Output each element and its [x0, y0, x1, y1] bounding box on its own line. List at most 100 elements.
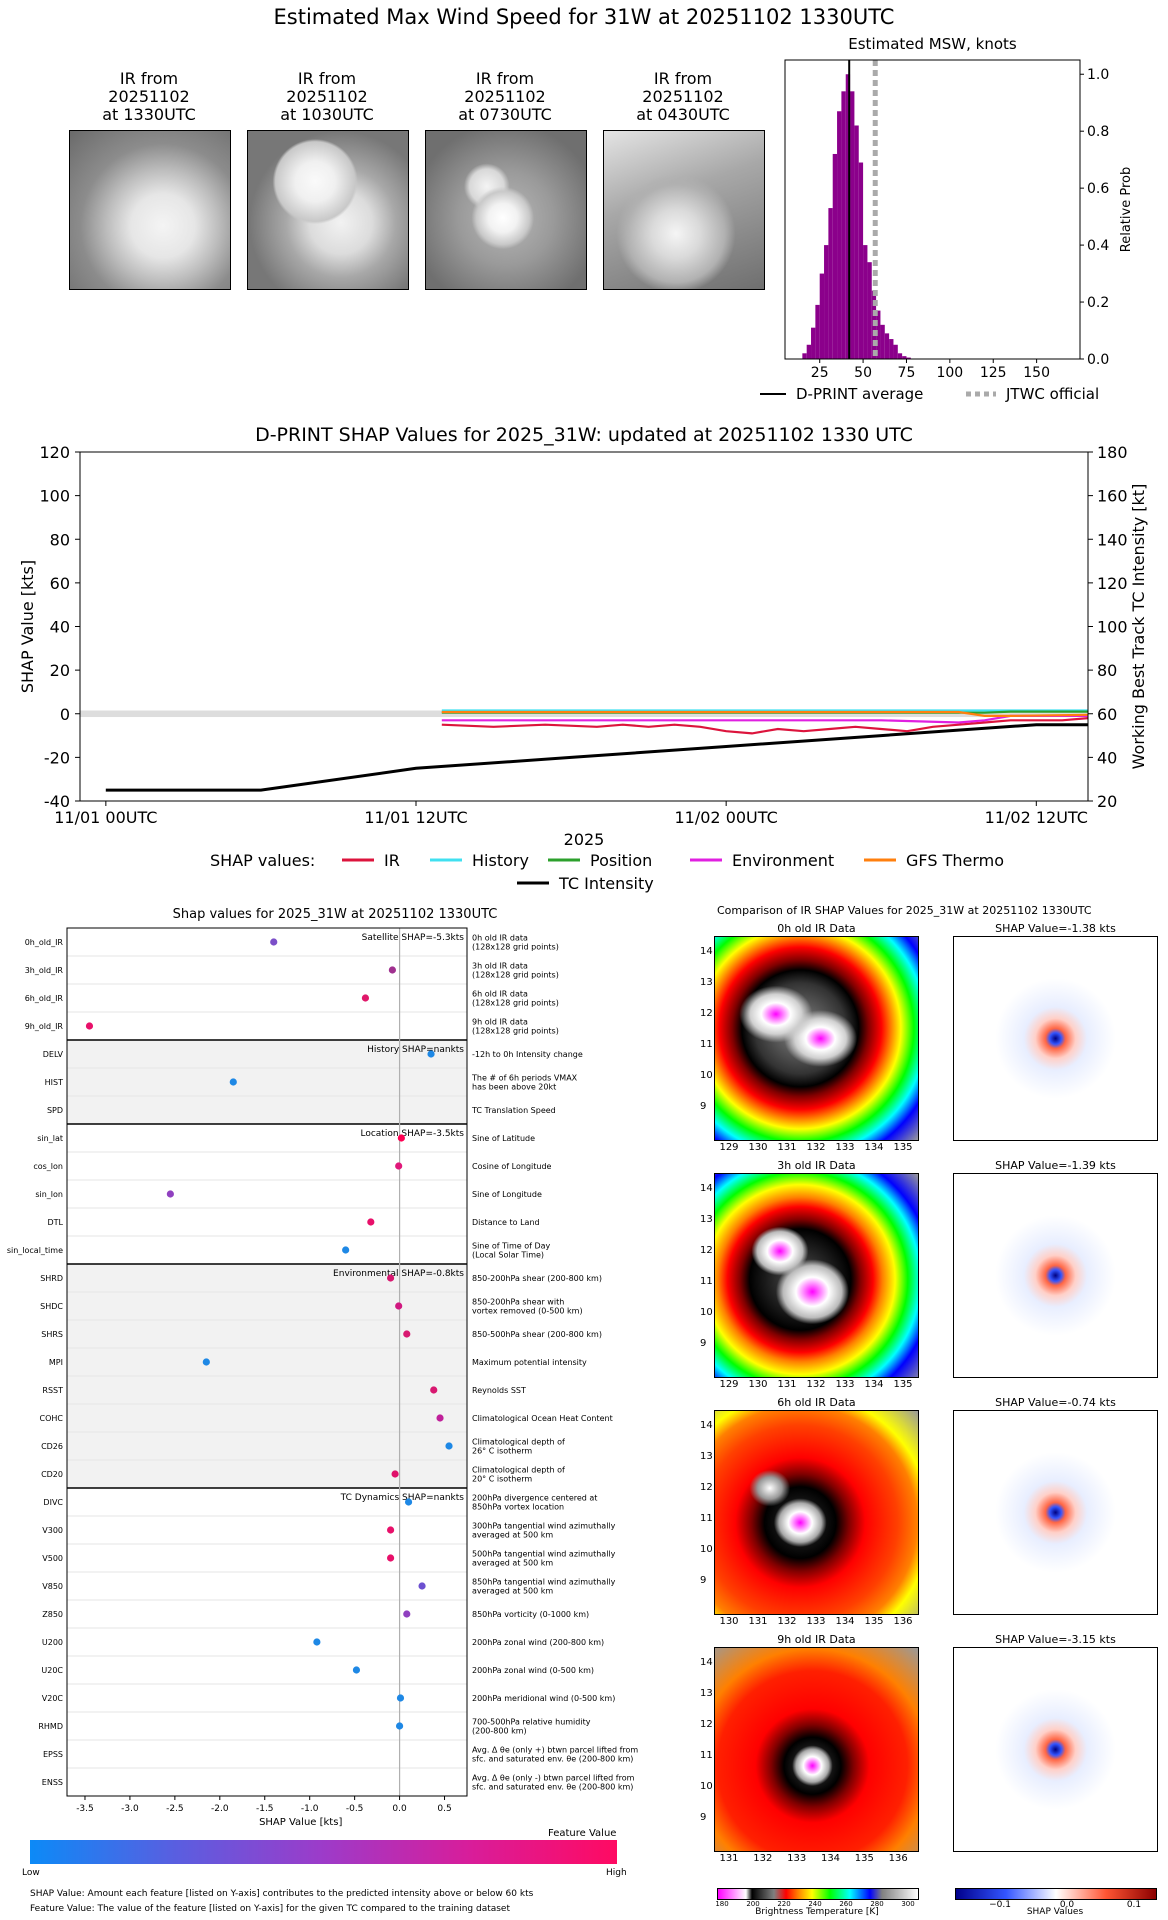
- bt-tick-label: 180: [715, 1900, 729, 1908]
- ir-brightness-image: [714, 1410, 919, 1615]
- feature-description: Maximum potential intensity: [472, 1358, 587, 1367]
- bt-tick-label: 260: [839, 1900, 853, 1908]
- ir-panel-title: 6h old IR Data: [777, 1396, 856, 1409]
- feature-description: 3h old IR data: [472, 962, 528, 971]
- feature-name-label: V20C: [42, 1694, 64, 1703]
- series-line-gfs-thermo: [441, 710, 1089, 717]
- ir-x-tick-label: 133: [806, 1616, 826, 1627]
- group-label: Satellite SHAP=-5.3kts: [362, 933, 465, 943]
- ir-y-tick-label: 14: [700, 1657, 713, 1668]
- ir-panel-title: 0h old IR Data: [777, 922, 856, 935]
- feature-name-label: SHRS: [41, 1330, 63, 1339]
- ir-x-tick-label: 131: [777, 1142, 797, 1153]
- legend-label: Environment: [732, 851, 834, 870]
- feature-shap-dot: [388, 966, 396, 974]
- ir-thumb-caption: IR from 20251102 at 1330UTC: [102, 69, 196, 124]
- legend-label: Position: [590, 851, 652, 870]
- feature-description: 6h old IR data: [472, 990, 528, 999]
- ir-y-tick-label: 11: [700, 1039, 713, 1050]
- ts-x-axis-label: 2025: [564, 830, 605, 849]
- ir-y-tick-label: 13: [700, 1688, 713, 1699]
- feature-x-tick-label: -2.5: [166, 1804, 184, 1814]
- ir-y-tick-label: 12: [700, 1008, 713, 1019]
- ir-panel-title: 3h old IR Data: [777, 1159, 856, 1172]
- feature-name-label: cos_lon: [33, 1162, 63, 1171]
- comparison-title: Comparison of IR SHAP Values for 2025_31…: [717, 904, 1092, 917]
- feature-shap-dot: [386, 1526, 395, 1534]
- feature-shap-dot: [229, 1078, 237, 1086]
- feature-name-label: Z850: [42, 1610, 63, 1619]
- feature-name-label: COHC: [40, 1414, 64, 1423]
- ts-right-y-tick-label: 100: [1097, 618, 1128, 637]
- ts-right-y-tick-label: 20: [1097, 792, 1117, 811]
- ts-x-tick-label: 11/01 12UTC: [364, 808, 467, 827]
- feature-x-tick-label: 0.0: [392, 1804, 407, 1814]
- histogram-x-tick-label: 25: [811, 365, 829, 381]
- legend-label: TC Intensity: [558, 874, 654, 893]
- feature-description: (128x128 grid points): [472, 1027, 559, 1036]
- ir-x-tick-label: 135: [893, 1142, 913, 1153]
- ir-y-tick-label: 11: [700, 1750, 713, 1761]
- feature-description: 200hPa zonal wind (0-500 km): [472, 1666, 594, 1675]
- feature-shap-dot: [386, 1554, 395, 1562]
- feature-description: 9h old IR data: [472, 1018, 528, 1027]
- feature-shap-dot: [418, 1582, 426, 1590]
- histogram-bar: [884, 333, 890, 359]
- histogram-bar: [802, 353, 807, 359]
- feature-shap-chart: Shap values for 2025_31W at 20251102 133…: [7, 907, 639, 1828]
- feature-description: Sine of Longitude: [472, 1190, 542, 1199]
- ir-y-tick-label: 13: [700, 1214, 713, 1225]
- group-label: TC Dynamics SHAP=nankts: [340, 1493, 465, 1503]
- ir-thumb-caption: IR from 20251102 at 0730UTC: [458, 69, 552, 124]
- legend-label: IR: [384, 851, 400, 870]
- ir-y-tick-label: 14: [700, 946, 713, 957]
- histogram-bar: [819, 273, 825, 359]
- group-label: Environmental SHAP=-0.8kts: [333, 1269, 464, 1279]
- ir-x-tick-label: 134: [835, 1616, 855, 1627]
- histogram-bar: [824, 245, 829, 359]
- ir-y-tick-label: 10: [700, 1544, 713, 1555]
- histogram-x-tick-label: 100: [936, 365, 963, 381]
- feature-description: averaged at 500 km: [472, 1531, 553, 1540]
- feature-description: sfc. and saturated env. θe (200-800 km): [472, 1783, 633, 1792]
- feature-value-colorbar: [30, 1840, 617, 1864]
- ts-right-y-tick-label: 120: [1097, 574, 1128, 593]
- feature-shap-dot: [430, 1386, 438, 1394]
- feature-description: averaged at 500 km: [472, 1559, 553, 1568]
- bt-tick-label: 240: [808, 1900, 822, 1908]
- msw-histogram-chart: Estimated MSW, knots 25 50 75 100 125 150 0.0 0.…: [760, 35, 1134, 403]
- ir-satellite-thumbnail: [247, 130, 409, 290]
- feature-value-high-label: High: [606, 1868, 627, 1878]
- histogram-x-tick-label: 50: [854, 365, 872, 381]
- ir-y-tick-label: 12: [700, 1245, 713, 1256]
- feature-description: 26° C isotherm: [472, 1447, 532, 1456]
- ir-x-tick-label: 132: [806, 1142, 826, 1153]
- legend-dprint-label: D-PRINT average: [796, 385, 923, 403]
- feature-description: (128x128 grid points): [472, 971, 559, 980]
- histogram-bar: [845, 74, 851, 359]
- ts-y-tick-label: 80: [50, 530, 70, 549]
- ir-brightness-image: [714, 1647, 919, 1852]
- ir-x-tick-label: 135: [893, 1379, 913, 1390]
- legend-prefix: SHAP values:: [210, 851, 315, 870]
- ir-satellite-thumbnail: [69, 130, 231, 290]
- feature-description: 850hPa vortex location: [472, 1503, 564, 1512]
- feature-description: Cosine of Longitude: [472, 1162, 552, 1171]
- shap-panel-title: SHAP Value=-0.74 kts: [995, 1396, 1116, 1409]
- histogram-y-tick-label: 0.2: [1087, 295, 1109, 311]
- ts-y-axis-label: SHAP Value [kts]: [18, 560, 37, 693]
- shap-colorbar-label: SHAP Values: [1026, 1907, 1084, 1917]
- ts-x-tick-label: 11/02 00UTC: [675, 808, 778, 827]
- ts-y-tick-label: 0: [60, 705, 70, 724]
- feature-x-tick-label: -0.5: [346, 1804, 364, 1814]
- feature-description: Climatological depth of: [472, 1466, 565, 1475]
- feature-shap-dot: [361, 994, 370, 1002]
- feature-shap-dot: [395, 1722, 404, 1730]
- ir-brightness-image: [714, 936, 919, 1141]
- legend-jtwc-label: JTWC official: [1005, 385, 1099, 403]
- histogram-bar: [867, 262, 872, 359]
- feature-name-label: 6h_old_IR: [25, 994, 64, 1003]
- ts-y-tick-label: 40: [50, 618, 70, 637]
- feature-description: -12h to 0h Intensity change: [472, 1050, 583, 1059]
- feature-name-label: CD26: [41, 1442, 63, 1451]
